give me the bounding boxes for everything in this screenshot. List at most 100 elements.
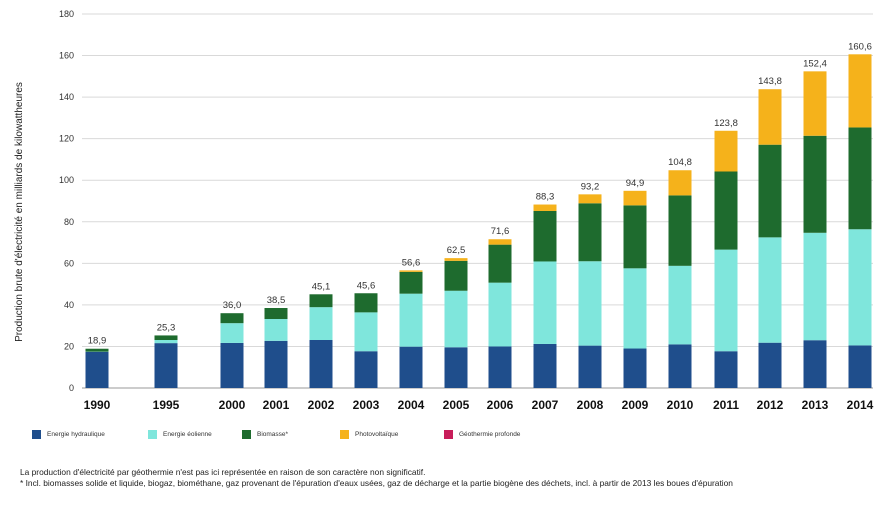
x-tick-label: 2004: [398, 398, 425, 412]
bar-segment: [220, 313, 244, 324]
legend-label: Biomasse*: [257, 430, 289, 438]
bar-segment: [578, 194, 602, 204]
y-tick-label: 180: [59, 9, 74, 19]
total-label: 143,8: [758, 76, 782, 87]
bar-segment: [488, 239, 512, 245]
chart: 0 20 40 60 80 100 120 140 160 180 18,9 25,3 36,0 38,…: [14, 9, 874, 412]
bar-segment: [444, 290, 468, 348]
note-biomasse: * Incl. biomasses solide et liquide, bio…: [20, 477, 733, 488]
bar-segment: [399, 270, 423, 272]
bar-segment: [714, 351, 738, 388]
x-tick-label: 2006: [487, 398, 514, 412]
legend-label: Géothermie profonde: [459, 430, 521, 438]
y-tick-label: 100: [59, 175, 74, 185]
legend-swatch: [242, 429, 251, 439]
legend-swatch: [148, 429, 157, 439]
bar-segment: [154, 340, 178, 344]
bar-segment: [309, 340, 333, 388]
y-axis-label: Production brute d'électricité en millia…: [14, 82, 25, 342]
footnotes: La production d'électricité par géotherm…: [20, 467, 870, 488]
legend-item: Biomasse*: [242, 427, 288, 441]
x-tick-label: 2000: [219, 398, 246, 412]
bar-segment: [85, 348, 109, 352]
bar-segment: [444, 347, 468, 388]
total-labels: 18,9 25,3 36,0 38,5 45,1 45,6 56,6 62,5 71,6 88,3…: [88, 41, 872, 346]
legend: Energie hydraulique Energie éolienne Bioma…: [32, 427, 592, 441]
total-label: 160,6: [848, 41, 872, 52]
x-tick-label: 2005: [443, 398, 470, 412]
total-label: 25,3: [157, 322, 176, 333]
bar-segment: [309, 307, 333, 341]
x-tick-label: 2001: [263, 398, 290, 412]
bar-segment: [623, 348, 647, 388]
bar-segment: [848, 127, 872, 230]
bar-segment: [533, 261, 557, 344]
y-tick-label: 120: [59, 134, 74, 144]
legend-item: Photovoltaïque: [340, 427, 398, 441]
total-label: 94,9: [626, 178, 645, 189]
y-tick-label: 140: [59, 92, 74, 102]
bar-segment: [803, 340, 827, 388]
bar-segment: [714, 249, 738, 352]
bars: [85, 54, 872, 388]
legend-swatch: [340, 429, 349, 439]
legend-item: Energie éolienne: [148, 427, 212, 441]
bar-segment: [444, 258, 468, 261]
y-tick-label: 80: [64, 217, 74, 227]
total-label: 38,5: [267, 295, 286, 306]
note-geothermie: La production d'électricité par géotherm…: [20, 467, 426, 477]
total-label: 36,0: [223, 300, 242, 311]
legend-swatch: [444, 429, 453, 439]
bar-segment: [399, 293, 423, 347]
bar-segment: [758, 144, 782, 238]
gridlines: [82, 13, 873, 389]
total-label: 45,1: [312, 281, 331, 292]
bar-segment: [578, 203, 602, 262]
x-tick-label: 2013: [802, 398, 829, 412]
bar-segment: [714, 130, 738, 172]
x-tick-labels: 1990 1995 2000 2001 2002 2003 2004 2005 2006 2007…: [84, 398, 874, 412]
x-tick-label: 2003: [353, 398, 380, 412]
x-tick-label: 2014: [847, 398, 874, 412]
bar-segment: [758, 342, 782, 388]
bar-segment: [220, 342, 244, 388]
bar-segment: [533, 204, 557, 211]
total-label: 45,6: [357, 280, 376, 291]
total-label: 18,9: [88, 336, 107, 347]
bar-segment: [803, 232, 827, 341]
bar-segment: [803, 71, 827, 136]
bar-segment: [399, 271, 423, 294]
x-tick-label: 1995: [153, 398, 180, 412]
bar-segment: [623, 268, 647, 349]
bar-segment: [668, 195, 692, 266]
y-tick-labels: 0 20 40 60 80 100 120 140 160 180: [59, 9, 74, 393]
bar-segment: [668, 265, 692, 345]
legend-item: Energie hydraulique: [32, 427, 105, 441]
total-label: 88,3: [536, 192, 555, 203]
x-tick-label: 2011: [713, 398, 739, 412]
bar-segment: [668, 170, 692, 196]
bar-segment: [758, 89, 782, 145]
y-tick-label: 20: [64, 341, 74, 351]
y-tick-label: 0: [69, 383, 74, 393]
bar-segment: [668, 344, 692, 388]
bar-segment: [264, 319, 288, 341]
legend-label: Photovoltaïque: [355, 430, 399, 438]
bar-segment: [488, 346, 512, 388]
bar-segment: [154, 343, 178, 388]
total-label: 56,6: [402, 257, 421, 268]
y-tick-label: 160: [59, 51, 74, 61]
bar-segment: [488, 282, 512, 347]
bar-segment: [154, 335, 178, 341]
x-tick-label: 2002: [308, 398, 335, 412]
x-tick-label: 2010: [667, 398, 694, 412]
bar-segment: [309, 294, 333, 308]
x-tick-label: 2009: [622, 398, 649, 412]
bar-segment: [623, 190, 647, 206]
bar-segment: [399, 346, 423, 388]
total-label: 71,6: [491, 226, 510, 237]
total-label: 152,4: [803, 58, 827, 69]
legend-swatch: [32, 429, 41, 439]
bar-segment: [848, 345, 872, 388]
bar-segment: [578, 261, 602, 346]
